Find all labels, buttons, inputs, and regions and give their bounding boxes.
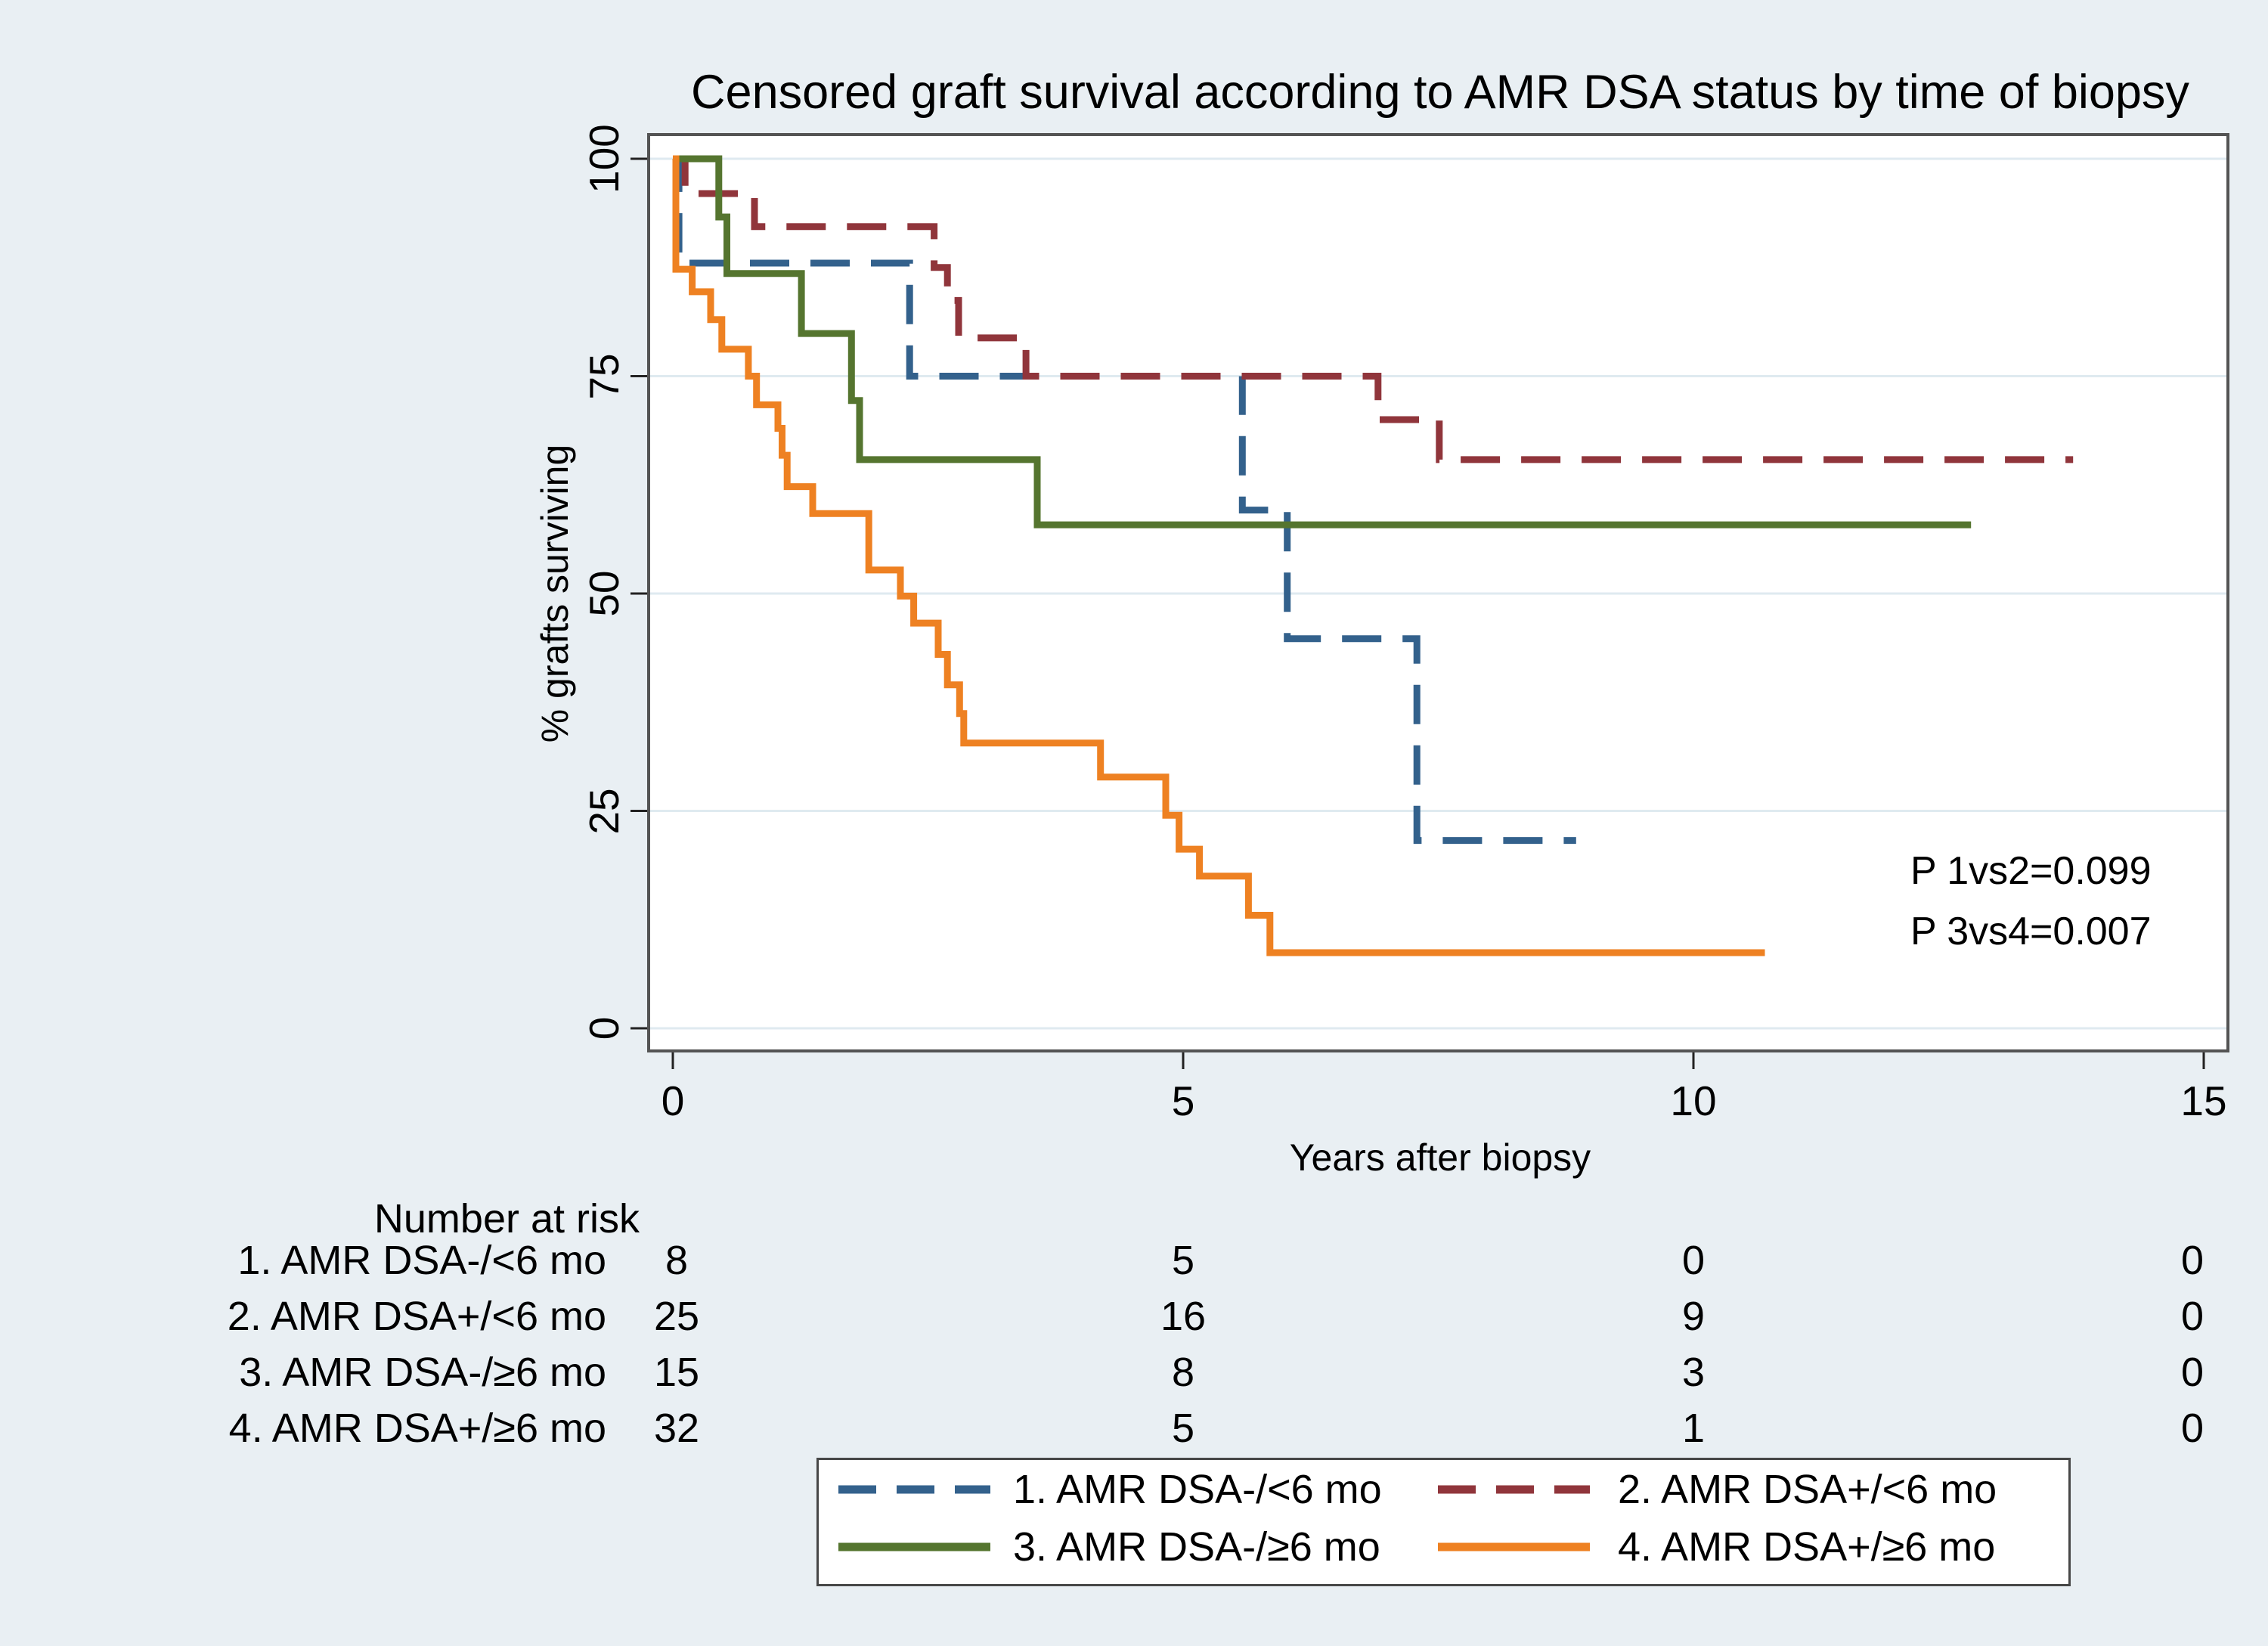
- risk-count: 15: [653, 1350, 700, 1395]
- risk-row-label-3: 3. AMR DSA-/≥6 mo: [239, 1350, 606, 1395]
- risk-count: 0: [2180, 1294, 2204, 1339]
- risk-row-label-2: 2. AMR DSA+/<6 mo: [227, 1294, 606, 1339]
- x-tick-label-5: 5: [1171, 1077, 1195, 1124]
- legend-label-4: 4. AMR DSA+/≥6 mo: [1618, 1524, 1996, 1570]
- legend-line-sample-1: [838, 1485, 990, 1494]
- risk-count: 1: [1681, 1406, 1706, 1451]
- risk-count: 25: [653, 1294, 700, 1339]
- pvalue-1vs2: P 1vs2=0.099: [1910, 849, 2152, 893]
- legend-line-sample-3: [838, 1542, 990, 1551]
- risk-count: 0: [2180, 1350, 2204, 1395]
- risk-count: 8: [1171, 1350, 1195, 1395]
- legend-label-1: 1. AMR DSA-/<6 mo: [1013, 1467, 1382, 1512]
- risk-table-title: Number at risk: [373, 1196, 640, 1241]
- pvalue-3vs4: P 3vs4=0.007: [1910, 910, 2152, 953]
- risk-count: 9: [1681, 1294, 1706, 1339]
- risk-count: 0: [2180, 1238, 2204, 1283]
- legend-line-sample-4: [1438, 1542, 1590, 1551]
- risk-count: 5: [1171, 1406, 1195, 1451]
- risk-row-label-4: 4. AMR DSA+/≥6 mo: [228, 1406, 606, 1451]
- legend-label-2: 2. AMR DSA+/<6 mo: [1618, 1467, 1997, 1512]
- risk-row-label-1: 1. AMR DSA-/<6 mo: [237, 1238, 606, 1283]
- legend: 1. AMR DSA-/<6 mo 2. AMR DSA+/<6 mo 3. A…: [816, 1458, 2071, 1586]
- x-tick-label-10: 10: [1670, 1077, 1717, 1124]
- chart-title: Censored graft survival according to AMR…: [691, 66, 2189, 119]
- risk-count: 0: [1681, 1238, 1706, 1283]
- x-axis-title: Years after biopsy: [1289, 1136, 1591, 1179]
- legend-line-sample-2: [1438, 1485, 1590, 1494]
- risk-count: 5: [1171, 1238, 1195, 1283]
- risk-count: 3: [1681, 1350, 1706, 1395]
- x-tick-label-15: 15: [2180, 1077, 2227, 1124]
- x-tick-label-0: 0: [661, 1077, 685, 1124]
- legend-label-3: 3. AMR DSA-/≥6 mo: [1013, 1524, 1380, 1570]
- plot-area: [631, 133, 2229, 1069]
- risk-count: 0: [2180, 1406, 2204, 1451]
- risk-count: 8: [665, 1238, 689, 1283]
- risk-count: 32: [653, 1406, 700, 1451]
- risk-count: 16: [1160, 1294, 1207, 1339]
